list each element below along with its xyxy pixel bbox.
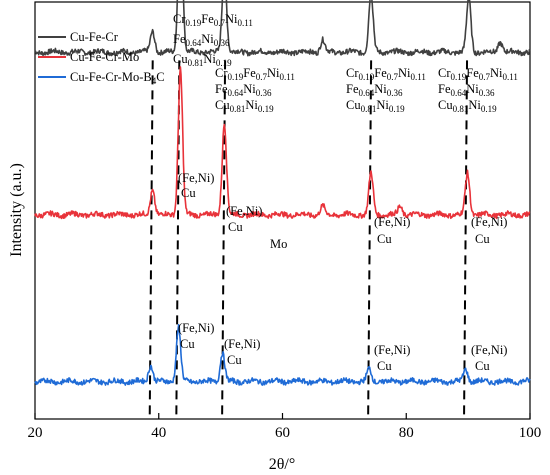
svg-text:Fe0.64Ni0.36: Fe0.64Ni0.36 [438, 82, 495, 98]
phase-label-peak-43: Cr0.19Fe0.7Ni0.11 Fe0.64Ni0.36 Cu0.81Ni0… [173, 12, 253, 68]
legend: Cu-Fe-Cr Cu-Fe-Cr-Mo Cu-Fe-Cr-Mo-B4C [38, 30, 165, 86]
x-tick-label-3: 80 [399, 425, 414, 441]
reference-line-4 [463, 60, 469, 420]
reference-line-3 [367, 60, 373, 420]
reference-lines [148, 60, 469, 420]
feni-label-red-74: (Fe,Ni) [374, 215, 410, 229]
feni-label-blue-50: (Fe,Ni) [224, 337, 260, 351]
svg-text:Cr0.19Fe0.7Ni0.11: Cr0.19Fe0.7Ni0.11 [215, 66, 295, 82]
cu-label-blue-74: Cu [377, 359, 392, 373]
svg-text:Fe0.64Ni0.36: Fe0.64Ni0.36 [346, 82, 403, 98]
svg-text:Cr0.19Fe0.7Ni0.11: Cr0.19Fe0.7Ni0.11 [346, 66, 426, 82]
legend-label-cu-fe-cr: Cu-Fe-Cr [70, 30, 119, 44]
phase-label-peak-90: Cr0.19Fe0.7Ni0.11 Fe0.64Ni0.36 Cu0.81Ni0… [438, 66, 518, 114]
legend-label-cu-fe-cr-mo: Cu-Fe-Cr-Mo [70, 50, 139, 64]
cu-label-red-74: Cu [377, 232, 392, 246]
legend-label-cu-fe-cr-mo-b4c: Cu-Fe-Cr-Mo-B4C [70, 70, 165, 86]
svg-text:Cu0.81Ni0.19: Cu0.81Ni0.19 [346, 98, 405, 114]
cu-label-red-43: Cu [181, 186, 196, 200]
x-axis-ticks: 20 40 60 80 100 [28, 413, 542, 441]
cu-label-blue-90: Cu [475, 359, 490, 373]
plot-frame [34, 1, 531, 420]
series-line-2 [34, 323, 531, 386]
x-tick-label-0: 20 [28, 425, 43, 441]
cu-label-blue-43: Cu [180, 337, 195, 351]
x-tick-label-2: 60 [275, 425, 290, 441]
feni-label-red-50: (Fe,Ni) [226, 204, 262, 218]
phase-label-peak-74: Cr0.19Fe0.7Ni0.11 Fe0.64Ni0.36 Cu0.81Ni0… [346, 66, 426, 114]
x-tick-label-1: 40 [151, 425, 166, 441]
cu-label-red-50: Cu [228, 220, 243, 234]
feni-label-blue-43: (Fe,Ni) [178, 321, 214, 335]
x-axis-label: 2θ/° [269, 456, 296, 473]
feni-label-blue-90: (Fe,Ni) [471, 343, 507, 357]
phase-label-peak-50: Cr0.19Fe0.7Ni0.11 Fe0.64Ni0.36 Cu0.81Ni0… [215, 66, 295, 114]
svg-text:Fe0.64Ni0.36: Fe0.64Ni0.36 [173, 32, 230, 48]
mo-label: Mo [270, 237, 287, 251]
svg-text:Cu0.81Ni0.19: Cu0.81Ni0.19 [173, 52, 232, 68]
y-axis-label: Intensity (a.u.) [8, 163, 25, 257]
svg-text:Cu0.81Ni0.19: Cu0.81Ni0.19 [438, 98, 497, 114]
feni-label-red-43: (Fe,Ni) [178, 171, 214, 185]
x-tick-label-4: 100 [519, 425, 542, 441]
cu-label-blue-50: Cu [227, 353, 242, 367]
feni-label-red-90: (Fe,Ni) [471, 215, 507, 229]
svg-text:Cr0.19Fe0.7Ni0.11: Cr0.19Fe0.7Ni0.11 [438, 66, 518, 82]
series-line-1 [34, 66, 531, 220]
svg-text:Cu0.81Ni0.19: Cu0.81Ni0.19 [215, 98, 274, 114]
cu-label-red-90: Cu [475, 232, 490, 246]
series-line-0 [34, 0, 531, 57]
svg-text:Fe0.64Ni0.36: Fe0.64Ni0.36 [215, 82, 272, 98]
svg-text:Cr0.19Fe0.7Ni0.11: Cr0.19Fe0.7Ni0.11 [173, 12, 253, 28]
series-layer [34, 0, 531, 386]
feni-label-blue-74: (Fe,Ni) [374, 343, 410, 357]
